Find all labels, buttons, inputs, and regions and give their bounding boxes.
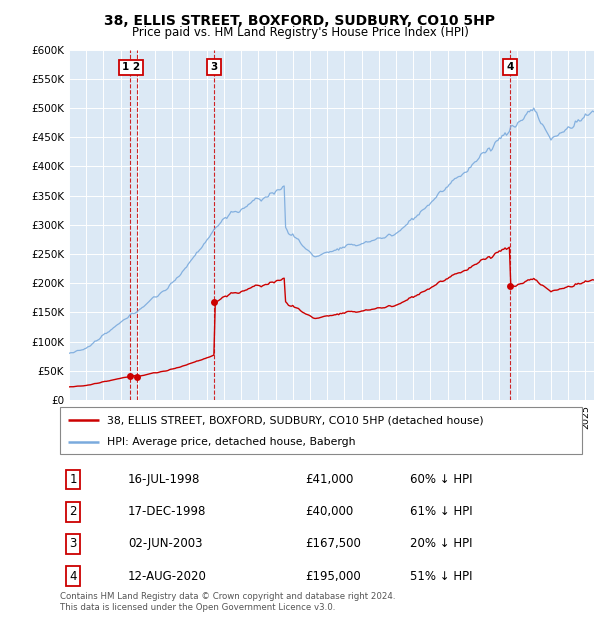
Text: 1: 1 [70,473,77,486]
Text: 20% ↓ HPI: 20% ↓ HPI [410,538,472,551]
Text: £195,000: £195,000 [305,570,361,583]
Text: 17-DEC-1998: 17-DEC-1998 [128,505,206,518]
Text: 1 2: 1 2 [122,62,140,72]
Text: £41,000: £41,000 [305,473,354,486]
Text: 02-JUN-2003: 02-JUN-2003 [128,538,202,551]
Text: £167,500: £167,500 [305,538,361,551]
Text: 38, ELLIS STREET, BOXFORD, SUDBURY, CO10 5HP: 38, ELLIS STREET, BOXFORD, SUDBURY, CO10… [104,14,496,28]
Text: 61% ↓ HPI: 61% ↓ HPI [410,505,472,518]
Text: 12-AUG-2020: 12-AUG-2020 [128,570,207,583]
FancyBboxPatch shape [60,407,582,454]
Text: 2: 2 [70,505,77,518]
Text: HPI: Average price, detached house, Babergh: HPI: Average price, detached house, Babe… [107,437,355,447]
Text: Price paid vs. HM Land Registry's House Price Index (HPI): Price paid vs. HM Land Registry's House … [131,26,469,39]
Text: 3: 3 [211,62,218,72]
Text: Contains HM Land Registry data © Crown copyright and database right 2024.
This d: Contains HM Land Registry data © Crown c… [60,592,395,611]
Text: 60% ↓ HPI: 60% ↓ HPI [410,473,472,486]
Text: £40,000: £40,000 [305,505,353,518]
Text: 4: 4 [70,570,77,583]
Text: 16-JUL-1998: 16-JUL-1998 [128,473,200,486]
Text: 38, ELLIS STREET, BOXFORD, SUDBURY, CO10 5HP (detached house): 38, ELLIS STREET, BOXFORD, SUDBURY, CO10… [107,415,484,425]
Text: 3: 3 [70,538,77,551]
Text: 4: 4 [506,62,514,72]
Text: 51% ↓ HPI: 51% ↓ HPI [410,570,472,583]
